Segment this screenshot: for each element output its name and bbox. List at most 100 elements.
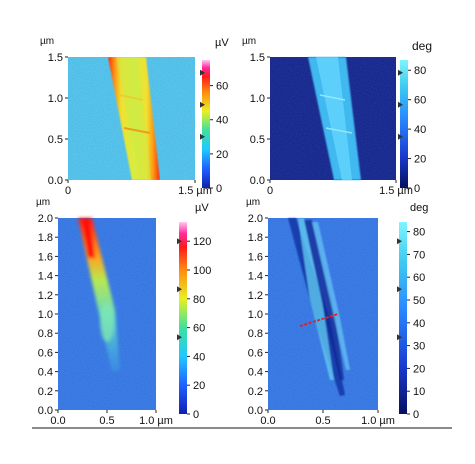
y-tick-label: 0.4 xyxy=(248,367,263,379)
y-tick-label: 0.0 xyxy=(48,175,63,187)
colorbar-tick-label: 20 xyxy=(193,380,205,392)
x-tick-label: 1.0 µm xyxy=(139,415,173,427)
colorbar-unit-bottom-left: µV xyxy=(195,202,209,214)
colorbar-marker xyxy=(398,69,403,76)
colorbar-marker xyxy=(200,133,205,140)
colorbar-tick-label: 60 xyxy=(193,323,205,335)
colorbar-tick-label: 40 xyxy=(413,318,425,330)
colorbar-tick-label: 80 xyxy=(193,294,205,306)
colorbar-tick-label: 20 xyxy=(216,149,228,161)
colorbar-top-right xyxy=(400,60,408,188)
x-tick-label: 0 xyxy=(267,185,273,197)
x-tick-label: 0 xyxy=(65,185,71,197)
x-tick-label: 1.5 µm xyxy=(379,185,413,197)
wedge-feature xyxy=(78,218,120,372)
colorbar-tick-label: 20 xyxy=(413,363,425,375)
y-tick-label: 1.8 xyxy=(248,232,263,244)
colorbar-marker xyxy=(200,69,205,76)
colorbar-unit-top-left: µV xyxy=(215,37,229,49)
colorbar-tick-label: 40 xyxy=(414,124,426,136)
colorbar-tick-label: 0 xyxy=(414,183,420,195)
colorbar-unit-top-right: deg xyxy=(412,39,432,53)
y-tick-label: 0.5 xyxy=(250,134,265,146)
colorbar-tick-label: 60 xyxy=(414,95,426,107)
colorbar-ticks-top-left: 60 40 20 0 xyxy=(200,69,228,195)
y-tick-label: 0.4 xyxy=(38,367,53,379)
x-tick-label: 0.5 xyxy=(315,415,330,427)
y-tick-label: 2.0 xyxy=(38,213,53,225)
x-tick-label: 0.0 xyxy=(260,415,275,427)
axes-top-right: 1.5 1.0 0.5 0.00 1.5 µm xyxy=(250,52,413,197)
y-tick-label: 0.0 xyxy=(250,175,265,187)
stripe-phase-feature xyxy=(308,57,361,180)
colorbar-bottom-right xyxy=(399,222,407,414)
y-tick-label: 1.2 xyxy=(38,290,53,302)
colorbar-tick-label: 0 xyxy=(193,409,199,421)
y-unit-bottom-right: µm xyxy=(246,197,260,208)
colorbar-tick-label: 100 xyxy=(193,265,211,277)
y-tick-label: 1.0 xyxy=(38,309,53,321)
y-tick-label: 0.2 xyxy=(38,386,53,398)
y-tick-label: 0.5 xyxy=(48,134,63,146)
y-tick-label: 0.6 xyxy=(38,347,53,359)
colorbar-top-left xyxy=(202,60,210,188)
y-tick-label: 0.8 xyxy=(38,328,53,340)
x-tick-label: 1.0 µm xyxy=(361,415,395,427)
y-tick-label: 0.6 xyxy=(248,347,263,359)
y-tick-label: 1.4 xyxy=(248,271,263,283)
y-unit-bottom-left: µm xyxy=(36,197,50,208)
colorbar-ticks-bottom-left: 120 100 80 60 40 20 0 xyxy=(177,236,211,421)
colorbar-marker xyxy=(177,286,182,293)
line-profile-marker xyxy=(299,313,339,327)
wedge-phase-feature xyxy=(288,218,350,396)
axes-top-left: 1.5 1.0 0.5 0.00 1.5 µm xyxy=(48,52,212,197)
colorbar-tick-label: 30 xyxy=(413,341,425,353)
colorbar-tick-label: 40 xyxy=(216,115,228,127)
y-unit-top-right: µm xyxy=(242,36,256,47)
colorbar-tick-label: 120 xyxy=(193,236,211,248)
x-tick-label: 0.5 xyxy=(99,415,114,427)
colorbar-tick-label: 0 xyxy=(413,409,419,421)
colorbar-tick-label: 40 xyxy=(193,351,205,363)
y-tick-label: 2.0 xyxy=(248,213,263,225)
colorbar-marker xyxy=(397,286,402,293)
colorbar-tick-label: 80 xyxy=(414,65,426,77)
figure-divider xyxy=(32,427,452,429)
colorbar-marker xyxy=(397,334,402,341)
colorbar-tick-label: 20 xyxy=(414,154,426,166)
panel-bottom-right: 80 70 60 50 40 30 20 10 0 deg µm 2.0 1.8 1.6 1.4 1.2… xyxy=(246,197,428,427)
y-tick-label: 0.0 xyxy=(248,405,263,417)
colorbar-marker xyxy=(200,101,205,108)
x-tick-label: 0.0 xyxy=(50,415,65,427)
colorbar-marker xyxy=(398,101,403,108)
colorbar-marker xyxy=(397,238,402,245)
panel-bottom-left: 120 100 80 60 40 20 0 µV µm 2.0 1.8 1.6 1.4 1.2 1.0… xyxy=(36,197,211,427)
colorbar-ticks-top-right: 80 60 40 20 0 xyxy=(398,65,426,195)
y-tick-label: 0.0 xyxy=(38,405,53,417)
y-tick-label: 0.8 xyxy=(248,328,263,340)
colorbar-tick-label: 70 xyxy=(413,249,425,261)
colorbar-tick-label: 60 xyxy=(413,272,425,284)
colorbar-tick-label: 10 xyxy=(413,386,425,398)
colorbar-tick-label: 50 xyxy=(413,295,425,307)
y-tick-label: 1.8 xyxy=(38,232,53,244)
y-tick-label: 1.0 xyxy=(250,93,265,105)
y-tick-label: 1.6 xyxy=(38,251,53,263)
axes-bottom-right: 2.0 1.8 1.6 1.4 1.2 1.0 0.8 0.6 0.4 0.2 0.00.0 0.5 1… xyxy=(248,213,395,427)
y-tick-label: 1.5 xyxy=(250,52,265,64)
y-tick-label: 0.2 xyxy=(248,386,263,398)
colorbar-unit-bottom-right: deg xyxy=(410,202,428,214)
y-tick-label: 1.5 xyxy=(48,52,63,64)
colorbar-bottom-left xyxy=(179,222,187,414)
colorbar-marker xyxy=(177,334,182,341)
colorbar-ticks-bottom-right: 80 70 60 50 40 30 20 10 0 xyxy=(397,227,425,421)
colorbar-marker xyxy=(398,133,403,140)
y-tick-label: 1.2 xyxy=(248,290,263,302)
stripe-feature xyxy=(108,57,160,180)
y-tick-label: 1.6 xyxy=(248,251,263,263)
y-tick-label: 1.4 xyxy=(38,271,53,283)
x-tick-label: 1.5 µm xyxy=(178,185,212,197)
